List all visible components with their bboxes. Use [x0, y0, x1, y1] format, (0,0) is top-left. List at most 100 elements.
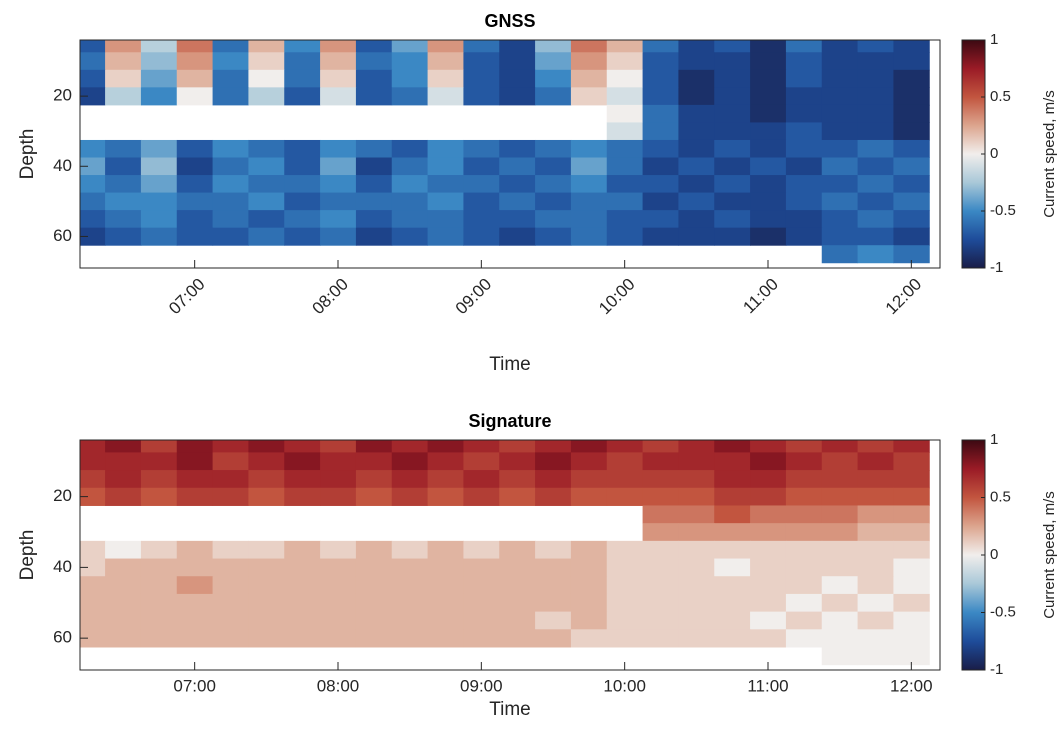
heat-cell [714, 470, 751, 489]
heat-cell [606, 87, 644, 106]
heat-cell [714, 576, 751, 595]
heat-cell [714, 611, 751, 630]
heat-cell [606, 558, 644, 577]
heat-cell [176, 540, 214, 560]
heat-cell [821, 87, 859, 106]
heat-cell [785, 87, 823, 106]
heat-cell [320, 40, 357, 53]
heat-cell [463, 40, 500, 53]
heat-cell [176, 87, 214, 106]
heat-cell [678, 611, 715, 630]
heat-cell [355, 227, 393, 246]
heat-cell [893, 245, 930, 264]
heat-cell [355, 576, 393, 595]
heat-cell [714, 558, 751, 577]
heat-cell [642, 104, 679, 123]
heat-cell [499, 175, 536, 194]
heat-cell [714, 192, 751, 211]
heat-cell [606, 629, 644, 648]
heat-cell [355, 52, 393, 71]
heat-cell [606, 593, 644, 613]
heat-cell [785, 611, 823, 630]
heat-cell [750, 629, 787, 648]
heat-cell [821, 104, 859, 123]
heat-cell [391, 452, 429, 471]
x-tick-label: 08:00 [317, 676, 360, 695]
heat-cell [893, 40, 930, 53]
heat-cell [391, 210, 429, 229]
heat-cell [140, 40, 178, 53]
heat-cell [750, 505, 787, 524]
heat-cell [750, 139, 787, 159]
heat-cell [714, 104, 751, 123]
heat-cell [427, 227, 464, 246]
heat-cell [570, 629, 608, 648]
heat-cell [140, 87, 178, 106]
heat-cell [320, 192, 357, 211]
heat-cell [893, 558, 930, 577]
y-axis-label: Depth [17, 129, 38, 180]
heat-cell [893, 470, 930, 489]
heat-cell [427, 157, 464, 176]
heat-cell [606, 139, 644, 159]
heat-cell [606, 192, 644, 211]
heat-cell [821, 52, 859, 71]
heat-cell [857, 576, 894, 595]
heat-cell [893, 629, 930, 648]
heat-cell [427, 440, 464, 453]
heat-cell [570, 576, 608, 595]
heat-cell [391, 576, 429, 595]
heat-cell [785, 104, 823, 123]
heat-cell [80, 227, 106, 246]
heat-cell [785, 487, 823, 506]
heat-cell [284, 52, 321, 71]
heat-cell [105, 52, 142, 71]
heat-cell [570, 540, 608, 560]
heat-cell [857, 122, 894, 141]
heat-cell [750, 440, 787, 453]
heat-cell [893, 440, 930, 453]
heat-cell [463, 157, 500, 176]
heat-cell [427, 69, 464, 88]
heat-cell [821, 505, 859, 524]
heat-cell [821, 227, 859, 246]
heat-cell [176, 611, 214, 630]
heat-cell [355, 87, 393, 106]
heat-cell [284, 69, 321, 88]
heat-cell [355, 69, 393, 88]
heat-cell [535, 227, 572, 246]
heat-cell [284, 139, 321, 159]
heat-cell [785, 52, 823, 71]
heat-cell [140, 540, 178, 560]
heat-cell [785, 157, 823, 176]
heat-cell [463, 69, 500, 88]
colorbar-tick-label: -1 [990, 661, 1003, 678]
heat-cell [678, 122, 715, 141]
heat-cell [355, 629, 393, 648]
heat-cell [857, 40, 894, 53]
heat-cell [212, 576, 249, 595]
heat-cell [821, 192, 859, 211]
heat-cell [140, 175, 178, 194]
heat-cell [678, 523, 715, 542]
heat-cell [212, 470, 249, 489]
heat-cell [678, 87, 715, 106]
heat-cell [642, 505, 679, 524]
heat-cell [320, 470, 357, 489]
x-tick-label: 07:00 [165, 275, 209, 319]
heat-cell [750, 540, 787, 560]
heat-cell [606, 487, 644, 506]
heat-cell [140, 487, 178, 506]
heat-cell [606, 122, 644, 141]
heat-cell [105, 175, 142, 194]
heat-cell [212, 629, 249, 648]
heat-cell [750, 611, 787, 630]
heat-cell [535, 210, 572, 229]
heat-cell [750, 40, 787, 53]
heat-cell [821, 470, 859, 489]
heat-cell [785, 523, 823, 542]
heat-cell [785, 593, 823, 613]
heat-cell [857, 69, 894, 88]
heat-cell [857, 175, 894, 194]
heat-cell [463, 175, 500, 194]
